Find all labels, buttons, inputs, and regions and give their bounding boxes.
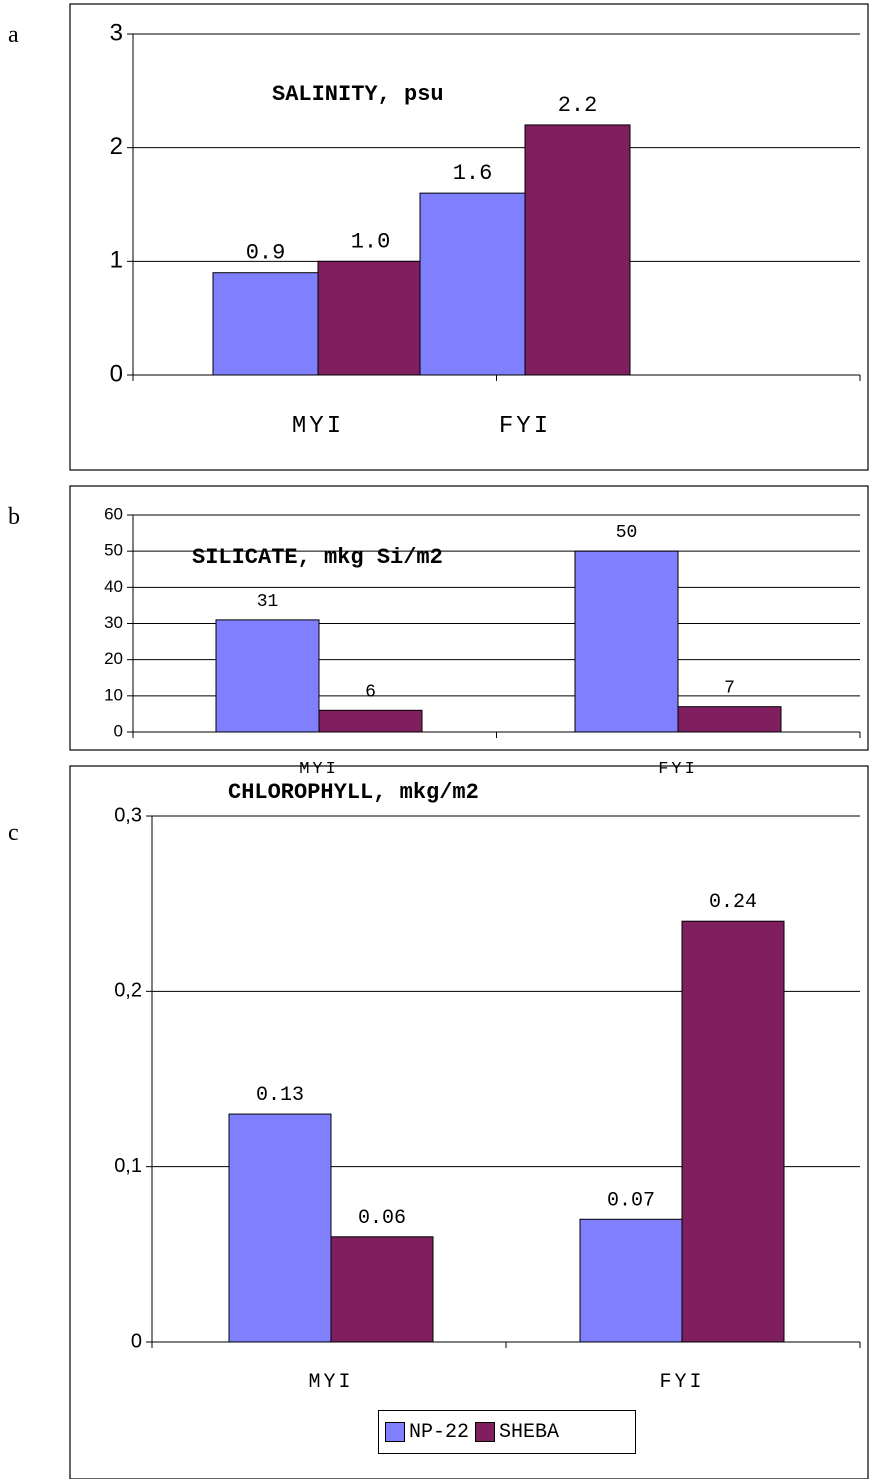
legend-swatch-sheba — [475, 1422, 496, 1442]
y-tick-label: 30 — [104, 613, 123, 632]
chart-panel-2: 0 10 20 30 40 50 60 31 6 MYI 50 7 FYI SILICATE, mkg S… — [69, 485, 869, 779]
y-tick-label: 3 — [110, 19, 123, 46]
category-label: MYI — [292, 413, 344, 440]
data-label: 50 — [616, 523, 638, 543]
chart-frame — [69, 3, 869, 471]
chart-panel-1: 0 1 2 3 0.9 1.0 MYI 1.6 2.2 FYI SALINITY, psu — [69, 3, 869, 471]
bar-sheba-myi — [318, 709, 423, 733]
y-tick-label: 0 — [114, 721, 123, 740]
legend-item-sheba: SHEBA — [475, 1421, 559, 1444]
chart-title: SILICATE, mkg Si/m2 — [192, 545, 443, 570]
y-tick-label: 0,2 — [114, 980, 142, 1002]
data-label: 7 — [724, 679, 735, 699]
y-tick-label: 20 — [104, 649, 123, 668]
category-label: FYI — [659, 1371, 704, 1394]
category-label: FYI — [658, 760, 698, 779]
bar-np-22-myi — [212, 272, 319, 376]
legend-item-np22: NP-22 — [385, 1421, 469, 1444]
chart-title: SALINITY, psu — [272, 82, 444, 107]
chart-frame — [69, 485, 869, 751]
category-label: FYI — [499, 413, 551, 440]
data-label: 0.13 — [256, 1084, 304, 1107]
panel-letter-b: b — [8, 504, 20, 530]
chart-title: CHLOROPHYLL, mkg/m2 — [228, 780, 479, 805]
bar-sheba-fyi — [524, 124, 631, 376]
y-tick-label: 0 — [131, 1330, 142, 1352]
y-tick-label: 50 — [104, 541, 123, 560]
data-label: 1.6 — [453, 161, 493, 186]
bar-sheba-myi — [317, 260, 424, 376]
y-tick-label: 10 — [104, 685, 123, 704]
bar-sheba-myi — [330, 1236, 434, 1343]
data-label: 0.07 — [607, 1189, 655, 1212]
data-label: 0.9 — [246, 241, 286, 266]
chart-frame — [69, 765, 869, 1479]
legend-label-sheba: SHEBA — [499, 1420, 560, 1444]
category-label: MYI — [299, 760, 339, 779]
y-tick-label: 0,1 — [114, 1155, 142, 1177]
data-label: 0.24 — [709, 891, 757, 914]
y-tick-label: 0 — [110, 360, 123, 387]
y-tick-label: 2 — [110, 133, 123, 160]
bar-np-22-fyi — [579, 1218, 683, 1343]
chart-panel-3: 0 0,1 0,2 0,3 0.13 0.06 MYI 0.07 0.24 FYI CHLOROPH… — [69, 765, 869, 1479]
bar-np-22-myi — [215, 619, 320, 733]
legend-swatch-np22 — [385, 1422, 405, 1442]
legend-label-np22: NP-22 — [409, 1420, 470, 1444]
data-label: 0.06 — [358, 1207, 406, 1230]
y-tick-label: 0,3 — [114, 804, 142, 826]
bar-np-22-myi — [228, 1113, 332, 1343]
y-tick-label: 40 — [104, 577, 123, 596]
data-label: 2.2 — [558, 93, 598, 118]
panel-letter-a: a — [8, 22, 19, 48]
y-tick-label: 1 — [110, 247, 123, 274]
category-label: MYI — [308, 1371, 353, 1394]
data-label: 31 — [257, 592, 279, 612]
y-tick-label: 60 — [104, 504, 123, 523]
bar-sheba-fyi — [681, 920, 785, 1343]
data-label: 1.0 — [351, 229, 391, 254]
data-label: 6 — [365, 682, 376, 702]
bar-np-22-fyi — [574, 550, 679, 733]
chart-legend: NP-22 SHEBA — [378, 1410, 636, 1454]
panel-letter-c: c — [8, 820, 19, 846]
bar-sheba-fyi — [677, 706, 782, 733]
bar-np-22-fyi — [419, 192, 526, 376]
